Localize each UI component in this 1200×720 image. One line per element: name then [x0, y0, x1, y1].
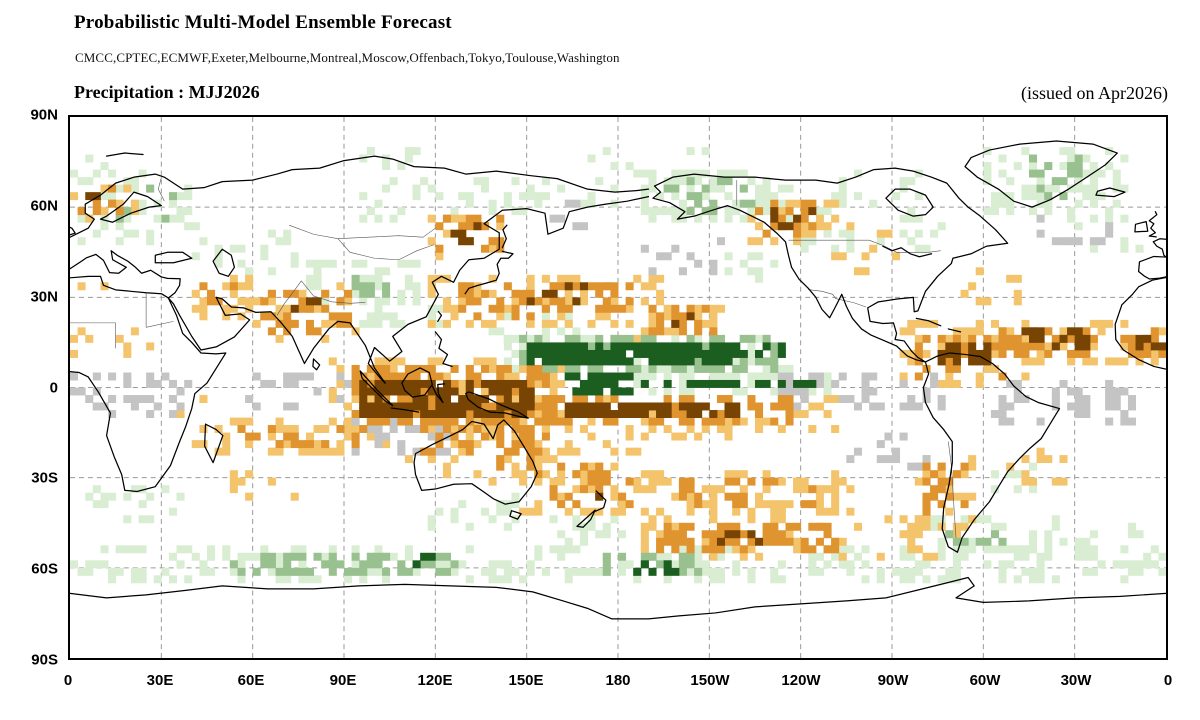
issued-label: (issued on Apr2026): [1021, 83, 1168, 103]
x-tick-label: 180: [605, 672, 631, 689]
y-tick-label: 60N: [30, 197, 58, 215]
x-tick-label: 0: [1163, 672, 1173, 689]
x-tick-label: 90W: [877, 672, 909, 689]
x-tick-label: 60W: [969, 672, 1001, 689]
page-title: Probabilistic Multi-Model Ensemble Forec…: [74, 12, 452, 33]
y-tick-label: 90N: [30, 106, 58, 124]
x-tick-label: 150W: [690, 672, 730, 689]
x-tick-label: 30W: [1060, 672, 1092, 689]
map-svg: [70, 117, 1166, 658]
y-tick-label: 0: [49, 379, 58, 397]
x-tick-label: 30E: [146, 672, 174, 689]
y-tick-label: 30S: [31, 469, 58, 487]
x-tick-label: 150E: [508, 672, 544, 689]
x-tick-label: 120E: [417, 672, 453, 689]
x-tick-label: 60E: [237, 672, 265, 689]
x-tick-label: 120W: [781, 672, 821, 689]
map-frame: [68, 115, 1168, 660]
y-tick-label: 60S: [31, 560, 58, 578]
models-list: CMCC,CPTEC,ECMWF,Exeter,Melbourne,Montre…: [75, 50, 620, 65]
variable-label: Precipitation : MJJ2026: [74, 82, 260, 102]
x-tick-label: 0: [63, 672, 73, 689]
y-tick-label: 90S: [31, 651, 58, 669]
x-tick-label: 90E: [329, 672, 357, 689]
y-tick-label: 30N: [30, 288, 58, 306]
